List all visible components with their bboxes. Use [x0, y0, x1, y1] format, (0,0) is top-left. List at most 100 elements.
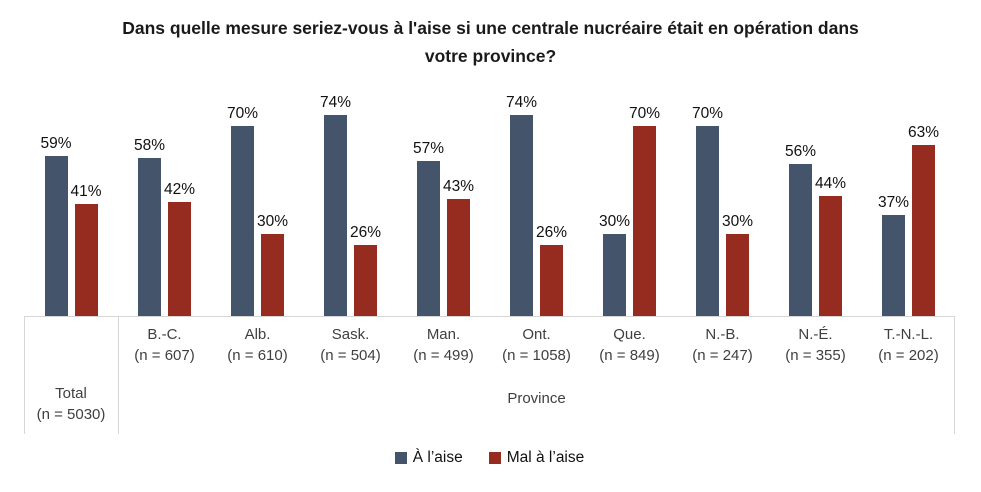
bar-value-label: 30%	[721, 213, 754, 230]
bar-group-n-b-: 70% 30%	[676, 44, 769, 316]
bar	[231, 126, 254, 316]
axis-category-cell: Que. (n = 849)	[583, 324, 676, 366]
bar-value-label: 74%	[319, 94, 352, 111]
bar	[417, 161, 440, 316]
axis-category-label: Man.	[426, 326, 461, 343]
bar	[447, 199, 470, 316]
bar	[603, 234, 626, 316]
axis-border-left	[24, 317, 25, 434]
axis-category-n: (n = 355)	[785, 347, 846, 364]
axis-category-label: N.-É.	[798, 326, 833, 343]
axis-border-right	[954, 317, 955, 434]
bar	[138, 158, 161, 316]
bar	[74, 204, 98, 316]
bar-value-label: 58%	[133, 137, 166, 154]
axis-category-cell: Alb. (n = 610)	[211, 324, 304, 366]
bar-value-label: 59%	[40, 135, 72, 152]
axis-category-cell: Ont. (n = 1058)	[490, 324, 583, 366]
axis-category-n: (n = 504)	[320, 347, 381, 364]
axis-total-n: (n = 5030)	[36, 406, 106, 423]
bar	[633, 126, 656, 316]
bar-unit: 41%	[70, 183, 102, 316]
bar	[354, 245, 377, 316]
bar-unit: 26%	[536, 224, 567, 316]
legend-label-a-laise: À l’aise	[412, 449, 463, 466]
bar-unit: 70%	[692, 105, 723, 316]
bar-pair: 57% 43%	[413, 140, 474, 316]
bar-value-label: 63%	[907, 124, 940, 141]
bar-value-label: 43%	[442, 178, 475, 195]
bar-unit: 30%	[722, 213, 753, 316]
axis-category-n: (n = 247)	[692, 347, 753, 364]
chart-title: Dans quelle mesure seriez-vous à l'aise …	[0, 14, 981, 70]
bar-unit: 37%	[878, 194, 909, 316]
bar-value-label: 70%	[628, 105, 661, 122]
legend-item-mal-a-laise: Mal à l’aise	[488, 449, 584, 467]
axis-category-label: B.-C.	[147, 326, 182, 343]
bar-value-label: 42%	[163, 181, 196, 198]
bar-unit: 70%	[227, 105, 258, 316]
chart-title-text: Dans quelle mesure seriez-vous à l'aise …	[122, 18, 859, 66]
bar-group-man-: 57% 43%	[397, 44, 490, 316]
bar-unit: 74%	[506, 94, 537, 316]
bar-group-sask-: 74% 26%	[304, 44, 397, 316]
axis-category-cell: N.-É. (n = 355)	[769, 324, 862, 366]
bar-group-b-c-: 58% 42%	[118, 44, 211, 316]
bar	[540, 245, 563, 316]
bar-unit: 74%	[320, 94, 351, 316]
bar-value-label: 70%	[691, 105, 724, 122]
bar-unit: 30%	[257, 213, 288, 316]
bar-pair: 56% 44%	[785, 143, 846, 316]
bar	[912, 145, 935, 316]
bar-value-label: 57%	[412, 140, 445, 157]
axis-category-cell: Man. (n = 499)	[397, 324, 490, 366]
bar-pair: 58% 42%	[134, 137, 195, 316]
axis-group-label: Province	[507, 390, 566, 407]
bar-value-label: 30%	[256, 213, 289, 230]
bar	[510, 115, 533, 316]
bar-pair: 59% 41%	[40, 135, 102, 316]
bar-pair: 70% 30%	[692, 105, 753, 316]
bar	[696, 126, 719, 316]
bar	[44, 156, 68, 316]
bar-group-t-n-l-: 37% 63%	[862, 44, 955, 316]
axis-category-n: (n = 1058)	[502, 347, 571, 364]
axis-category-cell: N.-B. (n = 247)	[676, 324, 769, 366]
bar-unit: 63%	[908, 124, 939, 316]
axis-category-cell: T.-N.-L. (n = 202)	[862, 324, 955, 366]
bar-value-label: 26%	[535, 224, 568, 241]
axis-divider-total-province	[118, 317, 119, 434]
legend-item-a-laise: À l’aise	[394, 449, 463, 467]
axis-total-label: Total	[55, 385, 87, 402]
bar-group-total: 59% 41%	[24, 44, 118, 316]
bar	[789, 164, 812, 316]
axis-category-cell: Sask. (n = 504)	[304, 324, 397, 366]
bar-pair: 37% 63%	[878, 124, 939, 316]
bar-unit: 43%	[443, 178, 474, 316]
bar	[819, 196, 842, 316]
axis-category-n: (n = 499)	[413, 347, 474, 364]
bar-unit: 56%	[785, 143, 816, 316]
legend: À l’aise Mal à l’aise	[24, 449, 955, 467]
category-axis: B.-C. (n = 607) Alb. (n = 610) Sask. (n = 504…	[24, 316, 955, 434]
bar-unit: 44%	[815, 175, 846, 316]
bar-value-label: 26%	[349, 224, 382, 241]
axis-category-n: (n = 849)	[599, 347, 660, 364]
bar-pair: 30% 70%	[599, 105, 660, 316]
bar-group-ont-: 74% 26%	[490, 44, 583, 316]
axis-category-row: B.-C. (n = 607) Alb. (n = 610) Sask. (n = 504…	[118, 324, 955, 366]
bar-unit: 57%	[413, 140, 444, 316]
axis-category-cell: B.-C. (n = 607)	[118, 324, 211, 366]
bar-group-alb-: 70% 30%	[211, 44, 304, 316]
bar-unit: 42%	[164, 181, 195, 316]
bar-unit: 30%	[599, 213, 630, 316]
axis-category-label: N.-B.	[705, 326, 740, 343]
axis-category-label: Alb.	[244, 326, 271, 343]
axis-category-label: T.-N.-L.	[883, 326, 934, 343]
bar-value-label: 70%	[226, 105, 259, 122]
axis-category-label: Sask.	[331, 326, 370, 343]
bar-pair: 74% 26%	[506, 94, 567, 316]
axis-category-label: Que.	[613, 326, 646, 343]
bar-unit: 26%	[350, 224, 381, 316]
